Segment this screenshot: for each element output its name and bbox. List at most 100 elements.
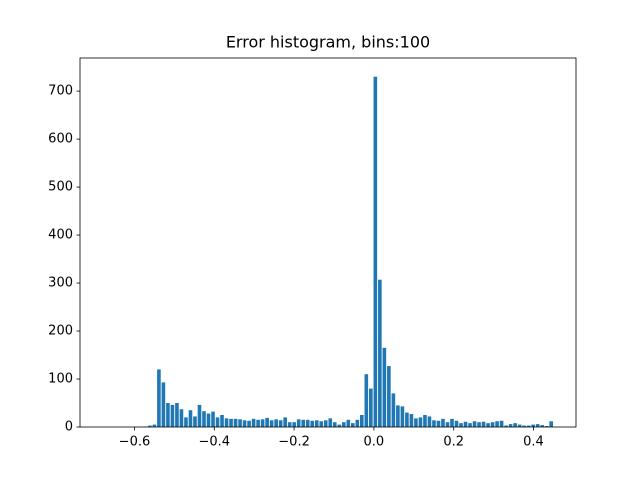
bar	[396, 405, 400, 427]
bar	[405, 412, 409, 427]
bar	[350, 423, 355, 427]
bar	[251, 418, 256, 427]
bar	[265, 417, 269, 427]
bar	[382, 347, 387, 427]
bar	[260, 419, 265, 427]
bar	[526, 425, 531, 427]
x-tick-label: −0.6	[119, 435, 151, 450]
bar	[445, 422, 450, 427]
bar	[341, 422, 346, 427]
bar	[152, 424, 157, 427]
bar	[287, 422, 292, 427]
bar	[522, 425, 526, 427]
bar	[269, 420, 274, 427]
bar	[202, 411, 206, 427]
bar	[373, 76, 378, 427]
y-tick-label: 400	[48, 228, 73, 243]
bar	[378, 279, 382, 427]
bar	[242, 420, 247, 427]
chart-title: Error histogram, bins:100	[226, 33, 430, 52]
bar	[346, 419, 351, 427]
bar	[170, 404, 175, 427]
bar	[229, 418, 233, 427]
x-tick-label: 0.4	[523, 435, 544, 450]
bar	[220, 415, 224, 427]
bar	[427, 416, 432, 427]
bar	[481, 421, 486, 427]
bar	[364, 374, 369, 427]
bar	[436, 420, 441, 427]
bar	[432, 420, 436, 427]
bar	[283, 417, 287, 427]
bar	[292, 422, 296, 427]
bar	[517, 424, 522, 427]
bar	[459, 423, 463, 427]
bar	[166, 403, 170, 427]
bar	[549, 421, 554, 427]
bar	[472, 421, 477, 427]
bar	[540, 425, 544, 427]
bar	[157, 369, 161, 427]
bar	[179, 409, 184, 427]
bar	[463, 421, 468, 427]
bar	[355, 419, 360, 427]
x-tick-label: 0.0	[364, 435, 385, 450]
bar	[454, 420, 459, 427]
bar	[314, 420, 319, 427]
bar	[274, 419, 278, 427]
bar	[360, 415, 364, 427]
bar	[184, 417, 188, 427]
bar	[305, 419, 310, 427]
bar	[477, 422, 481, 427]
bar	[319, 421, 324, 427]
bar	[400, 406, 405, 427]
bar	[409, 414, 414, 427]
bar	[499, 420, 504, 427]
bar	[535, 424, 540, 427]
bar	[468, 423, 472, 427]
bar	[193, 416, 197, 427]
bar	[387, 366, 391, 427]
y-tick-label: 100	[48, 372, 73, 387]
bar	[256, 419, 260, 427]
bar	[490, 422, 495, 427]
y-tick-label: 600	[48, 132, 73, 147]
bar	[418, 417, 423, 427]
bar	[224, 418, 229, 427]
y-tick-label: 0	[65, 420, 73, 435]
bar	[508, 424, 513, 427]
axes-frame	[79, 57, 577, 428]
bar	[188, 410, 193, 427]
bar	[247, 420, 251, 427]
bar	[148, 425, 152, 427]
bar	[414, 418, 418, 427]
bar	[391, 393, 396, 427]
bar	[531, 424, 535, 427]
y-tick-label: 300	[48, 276, 73, 291]
bar	[310, 420, 315, 427]
bar	[211, 411, 215, 427]
bar	[197, 404, 202, 427]
bar	[486, 423, 490, 427]
bar	[238, 419, 242, 427]
bar	[215, 417, 220, 427]
bar	[504, 425, 508, 427]
y-tick-label: 200	[48, 324, 73, 339]
bar	[369, 388, 373, 427]
y-tick-label: 700	[48, 84, 73, 99]
bar	[206, 413, 211, 427]
bar	[323, 420, 328, 427]
bar	[233, 418, 238, 427]
bar	[441, 418, 445, 427]
bar	[328, 418, 333, 427]
x-tick-label: −0.2	[278, 435, 310, 450]
bar	[513, 423, 517, 427]
x-tick-label: −0.4	[198, 435, 230, 450]
bar	[175, 403, 179, 427]
bar	[296, 419, 301, 427]
bar	[450, 418, 454, 427]
bar	[544, 426, 549, 427]
bar	[337, 424, 342, 427]
